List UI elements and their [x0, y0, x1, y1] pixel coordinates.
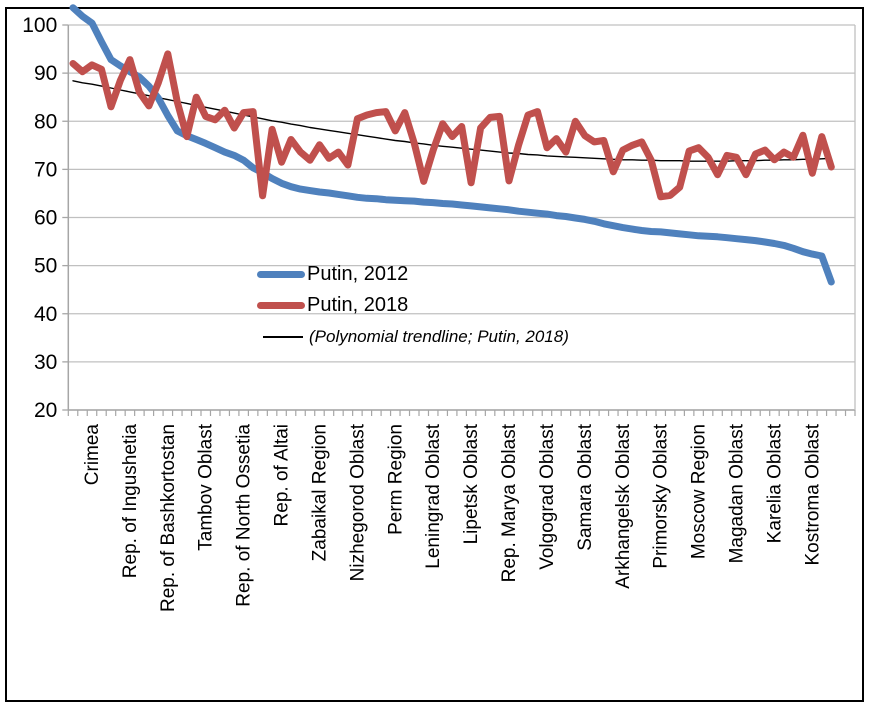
y-axis-label: 20 [34, 399, 57, 422]
y-axis-label: 60 [34, 207, 57, 230]
x-axis-label: Arkhangelsk Oblast [613, 423, 634, 588]
x-axis-label: Magadan Oblast [727, 423, 748, 563]
y-axis-label: 40 [34, 303, 57, 326]
x-axis-label: Tambov Oblast [196, 423, 217, 550]
trendline-swatch [263, 336, 303, 338]
trendline [69, 4, 835, 286]
x-axis-label: Volgograd Oblast [537, 423, 558, 569]
x-axis-label: Rep. of North Ossetia [234, 424, 255, 607]
y-axis-label: 80 [34, 110, 57, 133]
x-axis-label: Samara Oblast [575, 423, 596, 550]
legend-label: Putin, 2018 [307, 294, 409, 316]
legend-item-putin-2018: Putin, 2018 [257, 294, 408, 317]
x-axis-label: Moscow Region [689, 424, 710, 559]
x-axis-label: Zabaikal Region [309, 424, 330, 561]
x-axis-label: Leningrad Oblast [423, 423, 444, 568]
x-axis-label: Primorsky Oblast [651, 423, 672, 568]
x-axis-label: Rep. of Altai [272, 424, 293, 526]
y-axis-label: 90 [34, 62, 57, 85]
legend-item-putin-2012: Putin, 2012 [257, 263, 408, 286]
x-axis-label: Rep. of Bashkortostan [158, 424, 179, 612]
x-axis-label: Crimea [82, 424, 103, 486]
chart-border [5, 7, 864, 702]
x-axis-label: Karelia Oblast [764, 423, 785, 543]
x-axis-label: Rep. Marya Oblast [499, 423, 520, 582]
x-axis-label: Rep. of Ingushetia [120, 424, 141, 579]
y-axis-label: 30 [34, 351, 57, 374]
putin-2012-line [69, 50, 835, 201]
putin-2018-swatch [257, 302, 305, 309]
x-axis-label: Perm Region [385, 424, 406, 535]
legend-item-trendline: (Polynomial trendline; Putin, 2018) [263, 327, 569, 347]
legend-label: (Polynomial trendline; Putin, 2018) [309, 327, 569, 346]
y-axis-label: 70 [34, 158, 57, 181]
putin-2012-swatch [257, 271, 305, 278]
x-axis-label: Nizhegorod Oblast [347, 423, 368, 581]
x-axis-label: Lipetsk Oblast [461, 423, 482, 544]
legend-label: Putin, 2012 [307, 263, 409, 285]
y-axis-label: 50 [34, 255, 57, 278]
y-axis-label: 100 [22, 14, 57, 37]
x-axis-label: Kostroma Oblast [802, 423, 823, 565]
